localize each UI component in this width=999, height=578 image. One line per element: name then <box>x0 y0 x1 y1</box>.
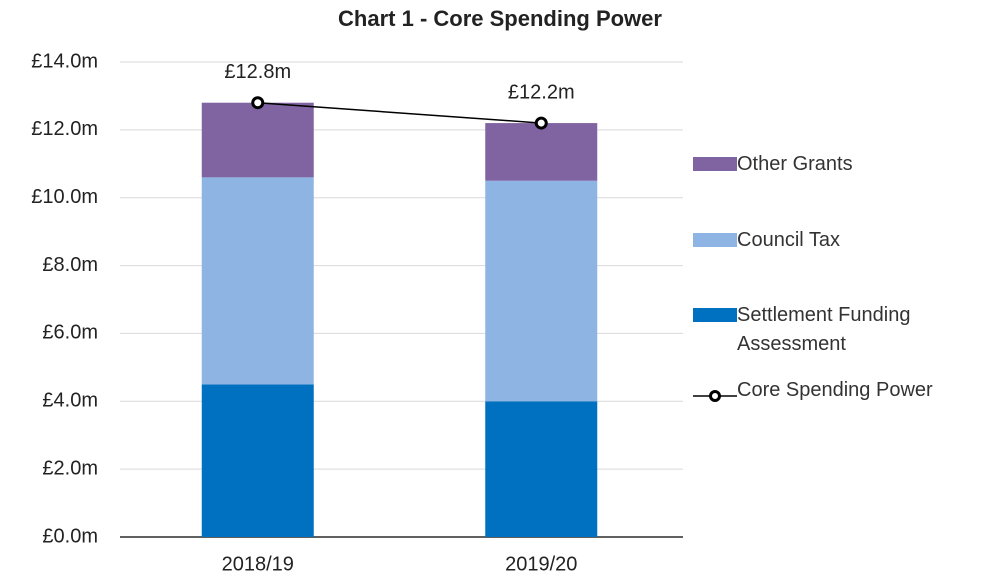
chart-title: Chart 1 - Core Spending Power <box>338 6 662 31</box>
bar-segment <box>485 401 598 537</box>
y-tick-label: £8.0m <box>42 254 98 276</box>
y-tick-label: £2.0m <box>42 457 98 479</box>
bar-segment <box>485 180 598 402</box>
data-label: £12.8m <box>224 61 291 83</box>
y-tick-label: £4.0m <box>42 390 98 412</box>
y-tick-label: £12.0m <box>31 118 98 140</box>
x-tick-label: 2018/19 <box>222 553 294 575</box>
legend-item: Council Tax <box>693 226 993 255</box>
legend-swatch <box>693 308 737 322</box>
line <box>257 101 542 124</box>
legend-swatch <box>693 157 737 171</box>
legend-label: Core Spending Power <box>737 379 933 401</box>
legend-item: Settlement Funding Assessment <box>693 301 993 359</box>
legend-swatch <box>693 383 737 402</box>
line-marker <box>251 96 265 110</box>
legend-swatch <box>693 233 737 247</box>
bar-segment <box>201 384 314 537</box>
legend-label: Settlement Funding Assessment <box>737 304 911 355</box>
legend-label: Council Tax <box>737 229 841 251</box>
x-tick-label: 2019/20 <box>505 553 577 575</box>
bar-segment <box>201 102 314 178</box>
bar-segment <box>201 177 314 385</box>
y-tick-label: £14.0m <box>31 50 98 72</box>
data-label: £12.2m <box>508 81 575 103</box>
legend-item: Core Spending Power <box>693 376 993 405</box>
legend-item: Other Grants <box>693 150 993 179</box>
y-tick-label: £0.0m <box>42 525 98 547</box>
y-tick-label: £6.0m <box>42 322 98 344</box>
legend-line <box>693 390 737 402</box>
legend-label: Other Grants <box>737 153 853 175</box>
line-marker <box>534 116 548 130</box>
bar-segment <box>485 123 598 181</box>
y-tick-label: £10.0m <box>31 186 98 208</box>
